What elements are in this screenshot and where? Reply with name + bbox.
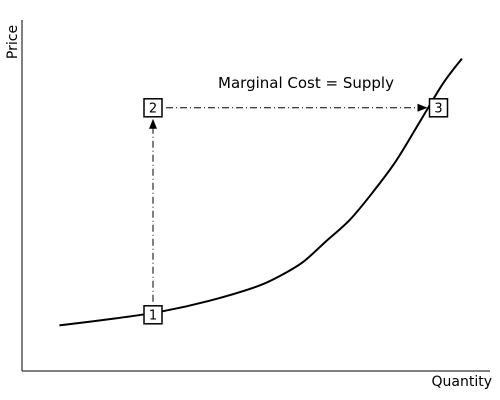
arrows: [149, 103, 428, 302]
point-marker-box-1: [143, 305, 163, 325]
point-marker-label-3: 3: [434, 101, 442, 116]
point-marker-box-2: [143, 98, 163, 118]
point-marker-box-3: [428, 98, 449, 118]
series-line-marginal-cost: [59, 57, 463, 327]
series-label-marginal-cost: Marginal Cost = Supply: [218, 74, 394, 92]
point-marker-1: 1: [143, 305, 163, 325]
x-axis-label: Quantity: [432, 374, 493, 390]
point-marker-3: 3: [428, 98, 449, 118]
point-marker-2: 2: [143, 98, 163, 118]
y-axis-label: Price: [5, 25, 21, 59]
point-marker-label-1: 1: [149, 308, 157, 323]
point-markers: 1 2 3: [143, 98, 449, 325]
point-marker-label-2: 2: [149, 101, 157, 116]
